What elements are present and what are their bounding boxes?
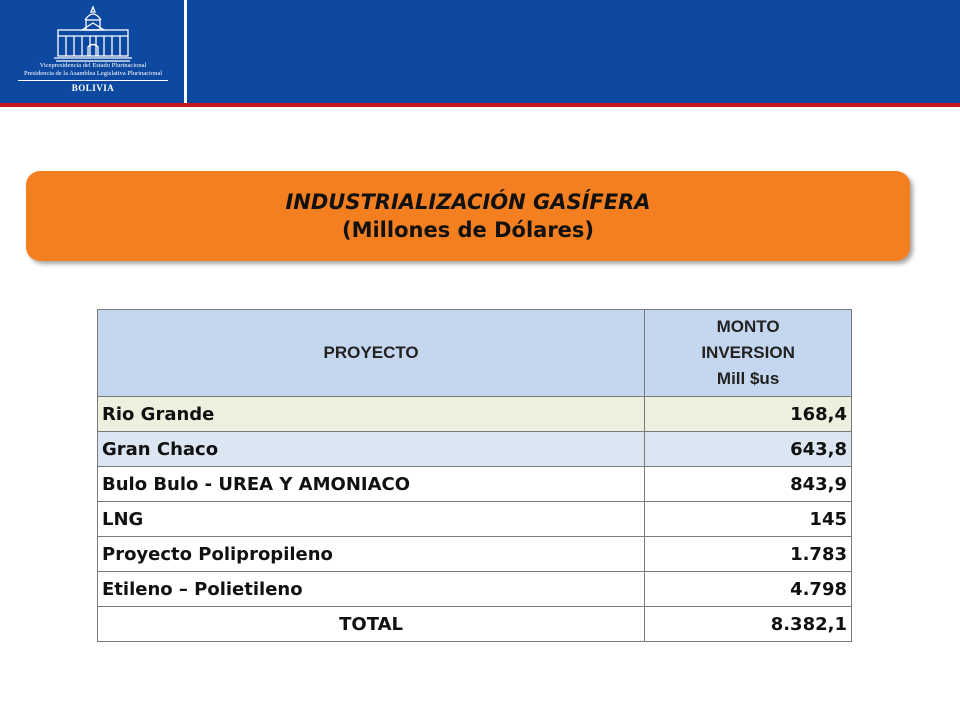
total-row: TOTAL 8.382,1 — [96, 606, 852, 642]
row-project: LNG — [96, 501, 646, 537]
vicepresidencia-logo: Vicepresidencia del Estado Plurinacional… — [8, 4, 178, 100]
row-project: Etileno – Polietileno — [96, 571, 646, 607]
row-project: Gran Chaco — [96, 431, 646, 467]
logo-text-vicepresidencia: Vicepresidencia del Estado Plurinacional — [39, 62, 147, 69]
header-amount: MONTO INVERSION Mill $us — [644, 309, 852, 397]
row-amount: 843,9 — [644, 466, 852, 502]
table-row: Gran Chaco 643,8 — [96, 431, 852, 467]
row-amount: 145 — [644, 501, 852, 537]
table-row: Rio Grande 168,4 — [96, 396, 852, 432]
row-amount: 168,4 — [644, 396, 852, 432]
banner-title: INDUSTRIALIZACIÓN GASÍFERA — [285, 190, 651, 214]
header-amount-line: Mill $us — [716, 369, 780, 388]
logo-divider — [18, 80, 168, 81]
logo-text-presidencia: Presidencia de la Asamblea Legislativa P… — [23, 70, 163, 77]
table-row: LNG 145 — [96, 501, 852, 537]
banner-subtitle: (Millones de Dólares) — [341, 218, 595, 242]
investment-table: PROYECTO MONTO INVERSION Mill $us Rio Gr… — [96, 309, 852, 642]
total-amount: 8.382,1 — [644, 606, 852, 642]
table-row: Etileno – Polietileno 4.798 — [96, 571, 852, 607]
section-banner: INDUSTRIALIZACIÓN GASÍFERA (Millones de … — [26, 171, 910, 261]
row-project: Rio Grande — [96, 396, 646, 432]
logo-country: BOLIVIA — [71, 83, 115, 93]
row-project: Proyecto Polipropileno — [96, 536, 646, 572]
row-amount: 643,8 — [644, 431, 852, 467]
table-header-row: PROYECTO MONTO INVERSION Mill $us — [96, 309, 852, 397]
header-divider — [184, 0, 187, 103]
table-row: Proyecto Polipropileno 1.783 — [96, 536, 852, 572]
header-bar: Vicepresidencia del Estado Plurinacional… — [0, 0, 960, 107]
row-amount: 1.783 — [644, 536, 852, 572]
header-amount-line: MONTO — [716, 317, 780, 336]
row-amount: 4.798 — [644, 571, 852, 607]
table-row: Bulo Bulo - UREA Y AMONIACO 843,9 — [96, 466, 852, 502]
government-building-icon — [54, 5, 132, 62]
header-amount-line: INVERSION — [701, 343, 795, 362]
row-project: Bulo Bulo - UREA Y AMONIACO — [96, 466, 646, 502]
total-label: TOTAL — [96, 606, 646, 642]
header-project: PROYECTO — [96, 309, 646, 397]
